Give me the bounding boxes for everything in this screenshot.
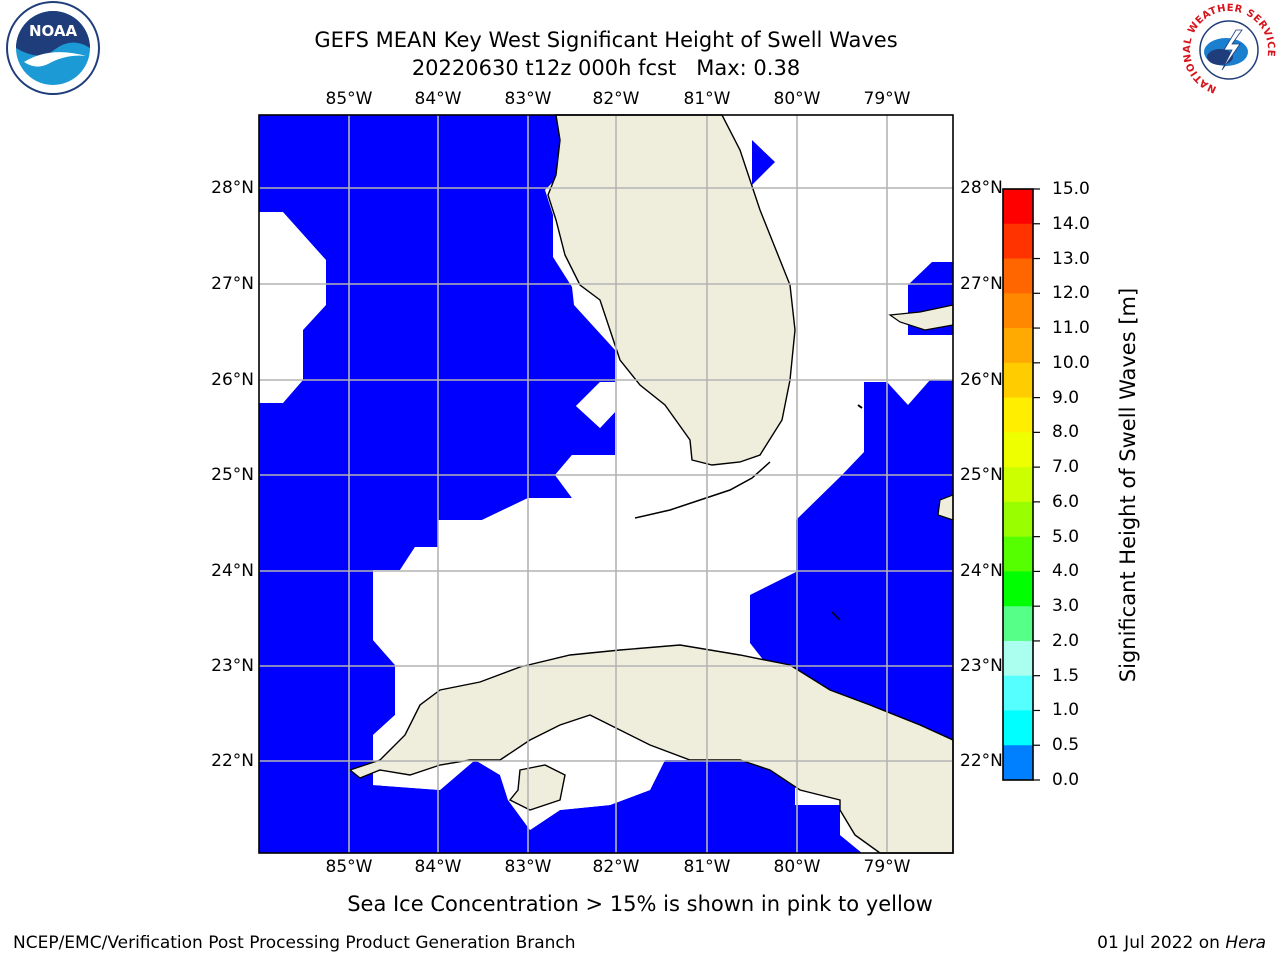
colorbar-tick-label: 15.0 [1052, 179, 1090, 199]
lat-tick-label: 24°N [211, 561, 254, 581]
lon-tick-label: 83°W [504, 857, 552, 877]
lon-tick-label: 81°W [683, 89, 731, 109]
colorbar-segment [1003, 293, 1033, 329]
lon-tick-label: 85°W [325, 89, 373, 109]
max-value: Max: 0.38 [696, 56, 801, 80]
colorbar-tick-label: 13.0 [1052, 248, 1090, 269]
lat-tick-label: 26°N [211, 370, 254, 390]
colorbar-tick-label: 0.0 [1052, 770, 1080, 790]
footer-host: Hera [1225, 933, 1266, 953]
colorbar-segment [1003, 640, 1033, 677]
footer-date: 01 Jul 2022 on Hera [1097, 933, 1266, 953]
lon-tick-label: 84°W [414, 89, 462, 109]
footer-branch: NCEP/EMC/Verification Post Processing Pr… [13, 933, 576, 953]
colorbar-tick-label: 6.0 [1052, 491, 1080, 512]
lon-tick-label: 80°W [773, 89, 821, 109]
colorbar-segment [1003, 606, 1033, 642]
lon-tick-label: 80°W [773, 857, 821, 877]
lat-tick-label: 23°N [960, 656, 1003, 676]
lat-tick-label: 25°N [211, 465, 254, 485]
colorbar-segment [1003, 710, 1033, 746]
florida-land [547, 114, 796, 466]
lon-tick-label: 85°W [325, 857, 373, 877]
no-data-region [259, 212, 326, 403]
colorbar-segment [1003, 397, 1033, 433]
lat-tick-label: 25°N [960, 465, 1003, 485]
colorbar-tick-label: 12.0 [1052, 283, 1090, 304]
colorbar-frame [1002, 188, 1034, 781]
lon-tick-label: 82°W [592, 89, 640, 109]
colorbar-segment [1003, 675, 1033, 711]
cuba-land [348, 644, 954, 854]
sea-ice-note: Sea Ice Concentration > 15% is shown in … [347, 892, 933, 916]
colorbar-tick-label: 14.0 [1052, 213, 1090, 234]
colorbar-tick-label: 3.0 [1052, 596, 1080, 617]
lon-tick-label: 81°W [683, 857, 731, 877]
noaa-logo-text: NOAA [29, 22, 78, 40]
lat-tick-label: 27°N [211, 274, 254, 294]
colorbar-segment [1003, 467, 1033, 503]
colorbar [1002, 188, 1040, 781]
chart-subtitle: 20220630 t12z 000h fcst Max: 0.38 [0, 55, 1212, 81]
colorbar-tick-label: 1.0 [1052, 700, 1080, 721]
colorbar-segment [1003, 258, 1033, 294]
colorbar-tick-label: 8.0 [1052, 422, 1080, 443]
map-frame [258, 114, 954, 854]
colorbar-tick-label: 1.5 [1052, 665, 1080, 686]
chart-title: GEFS MEAN Key West Significant Height of… [314, 28, 898, 52]
colorbar-segment [1003, 536, 1033, 572]
colorbar-segment [1003, 328, 1033, 364]
lat-tick-label: 23°N [211, 656, 254, 676]
colorbar-segment [1003, 223, 1033, 260]
lon-tick-label: 79°W [863, 857, 911, 877]
nws-logo: NATIONAL WEATHER SERVICE [1178, 0, 1280, 100]
colorbar-tick-label: 4.0 [1052, 561, 1080, 582]
lat-tick-label: 28°N [211, 178, 254, 198]
lat-tick-label: 26°N [960, 370, 1003, 390]
isle-of-youth [508, 764, 566, 811]
colorbar-tick-label: 0.5 [1052, 735, 1080, 756]
footer-date-text: 01 Jul 2022 on [1097, 933, 1226, 953]
colorbar-segment [1003, 745, 1033, 781]
lat-tick-label: 22°N [211, 751, 254, 771]
lon-tick-label: 83°W [504, 89, 552, 109]
colorbar-segment [1003, 432, 1033, 468]
lon-tick-label: 82°W [592, 857, 640, 877]
colorbar-segment [1003, 362, 1033, 399]
forecast-time: 20220630 t12z 000h fcst [411, 56, 677, 80]
colorbar-tick-label: 9.0 [1052, 387, 1080, 408]
bahamas-island [831, 611, 841, 621]
colorbar-tick-label: 10.0 [1052, 352, 1090, 373]
lat-tick-label: 27°N [960, 274, 1003, 294]
lon-tick-label: 79°W [863, 89, 911, 109]
colorbar-label: Significant Height of Swell Waves [m] [1116, 287, 1140, 683]
colorbar-segment [1003, 501, 1033, 538]
lat-tick-label: 22°N [960, 751, 1003, 771]
colorbar-tick-label: 5.0 [1052, 526, 1080, 547]
lat-tick-label: 24°N [960, 561, 1003, 581]
lat-tick-label: 28°N [960, 178, 1003, 198]
bahamas-island [857, 404, 863, 409]
colorbar-tick-label: 2.0 [1052, 630, 1080, 651]
colorbar-tick-label: 11.0 [1052, 318, 1090, 339]
colorbar-segment [1003, 571, 1033, 607]
colorbar-segment [1003, 189, 1033, 225]
colorbar-tick-label: 7.0 [1052, 457, 1080, 478]
noaa-logo: NOAA [2, 0, 104, 98]
lon-tick-label: 84°W [414, 857, 462, 877]
